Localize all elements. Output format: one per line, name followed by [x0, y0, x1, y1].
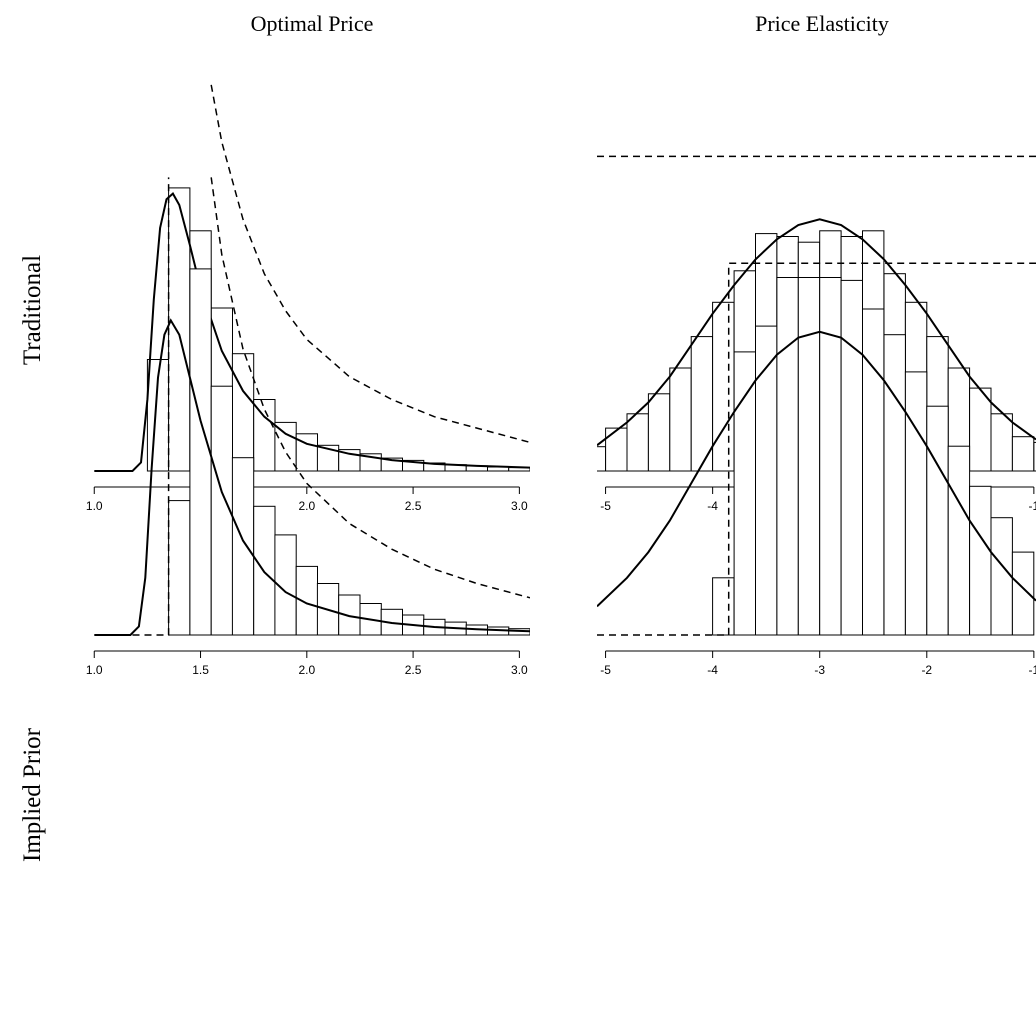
x-axis: 1.0 1.5 2.0 2.5 3.0 [86, 650, 528, 677]
plot-area [94, 84, 530, 472]
histogram-bar [969, 485, 992, 636]
x-tick-label: 2.0 [298, 663, 315, 677]
row-title-traditional: Traditional [19, 255, 46, 365]
prior-curve [210, 177, 530, 599]
panel-implied-prior-optimal-price: 1.0 1.5 2.0 2.5 3.0 [86, 177, 530, 677]
x-tick-label: -4 [707, 663, 718, 677]
histogram-bar [338, 594, 361, 636]
histogram-bar [755, 325, 778, 636]
plot-area [94, 177, 530, 636]
histogram-bar [840, 279, 863, 636]
histogram-bar [712, 577, 735, 636]
histogram-bar [626, 413, 649, 472]
histogram-bar [1011, 436, 1035, 472]
x-tick-label: -4 [707, 499, 718, 513]
density-curve [597, 218, 1036, 447]
prior-curve [132, 177, 170, 636]
histogram-bar [669, 367, 692, 472]
histogram-bar [189, 268, 212, 636]
histogram-bar [947, 445, 971, 636]
x-tick-label: -1 [1029, 663, 1036, 677]
x-axis: -5 -4 -3 -2 -1 [600, 650, 1036, 677]
histogram-bar [904, 371, 928, 636]
panel-implied-prior-price-elasticity: -5 -4 -3 -2 -1 [597, 262, 1036, 677]
x-tick-label: -5 [600, 499, 611, 513]
row-title-implied-prior: Implied Prior [19, 727, 46, 862]
histogram-bar [168, 500, 191, 636]
x-tick-label: -2 [921, 663, 932, 677]
histogram-bar [990, 517, 1013, 636]
column-title-optimal-price: Optimal Price [251, 11, 374, 36]
histogram-bar [797, 277, 821, 636]
x-tick-label: -3 [814, 663, 825, 677]
x-tick-label: 1.0 [86, 499, 103, 513]
histogram-bar [733, 351, 756, 636]
x-tick-label: 1.5 [192, 663, 209, 677]
histogram-bar [605, 427, 628, 472]
histogram-bar [926, 405, 949, 636]
density-curve [94, 318, 530, 636]
prior-curve [210, 84, 530, 444]
x-tick-label: 2.5 [405, 663, 422, 677]
x-tick-label: 3.0 [511, 499, 528, 513]
x-tick-label: 2.5 [405, 499, 422, 513]
histogram-bar [776, 277, 799, 636]
prior-curve [597, 262, 1036, 636]
x-tick-label: -1 [1029, 499, 1036, 513]
histogram-bar [231, 457, 255, 636]
x-tick-label: 1.0 [86, 663, 103, 677]
histogram-bar [1011, 551, 1035, 636]
x-tick-label: -5 [600, 663, 611, 677]
histogram-bar [597, 446, 607, 472]
histogram-bar [712, 301, 735, 472]
histogram-bar [253, 399, 276, 472]
histogram-bar [969, 387, 992, 472]
histogram-bar [990, 413, 1013, 472]
plot-area [597, 262, 1036, 636]
histogram-bar [1033, 441, 1036, 472]
x-tick-label: 3.0 [511, 663, 528, 677]
histogram-bar [819, 277, 842, 636]
density-curve [597, 330, 1036, 608]
x-axis: 1.01.52.02.53.0 [86, 486, 528, 513]
histogram-bar [295, 565, 319, 636]
histogram-bar [647, 393, 671, 472]
histogram-bar [883, 334, 906, 636]
x-tick-label: 2.0 [298, 499, 315, 513]
column-title-price-elasticity: Price Elasticity [755, 11, 889, 36]
